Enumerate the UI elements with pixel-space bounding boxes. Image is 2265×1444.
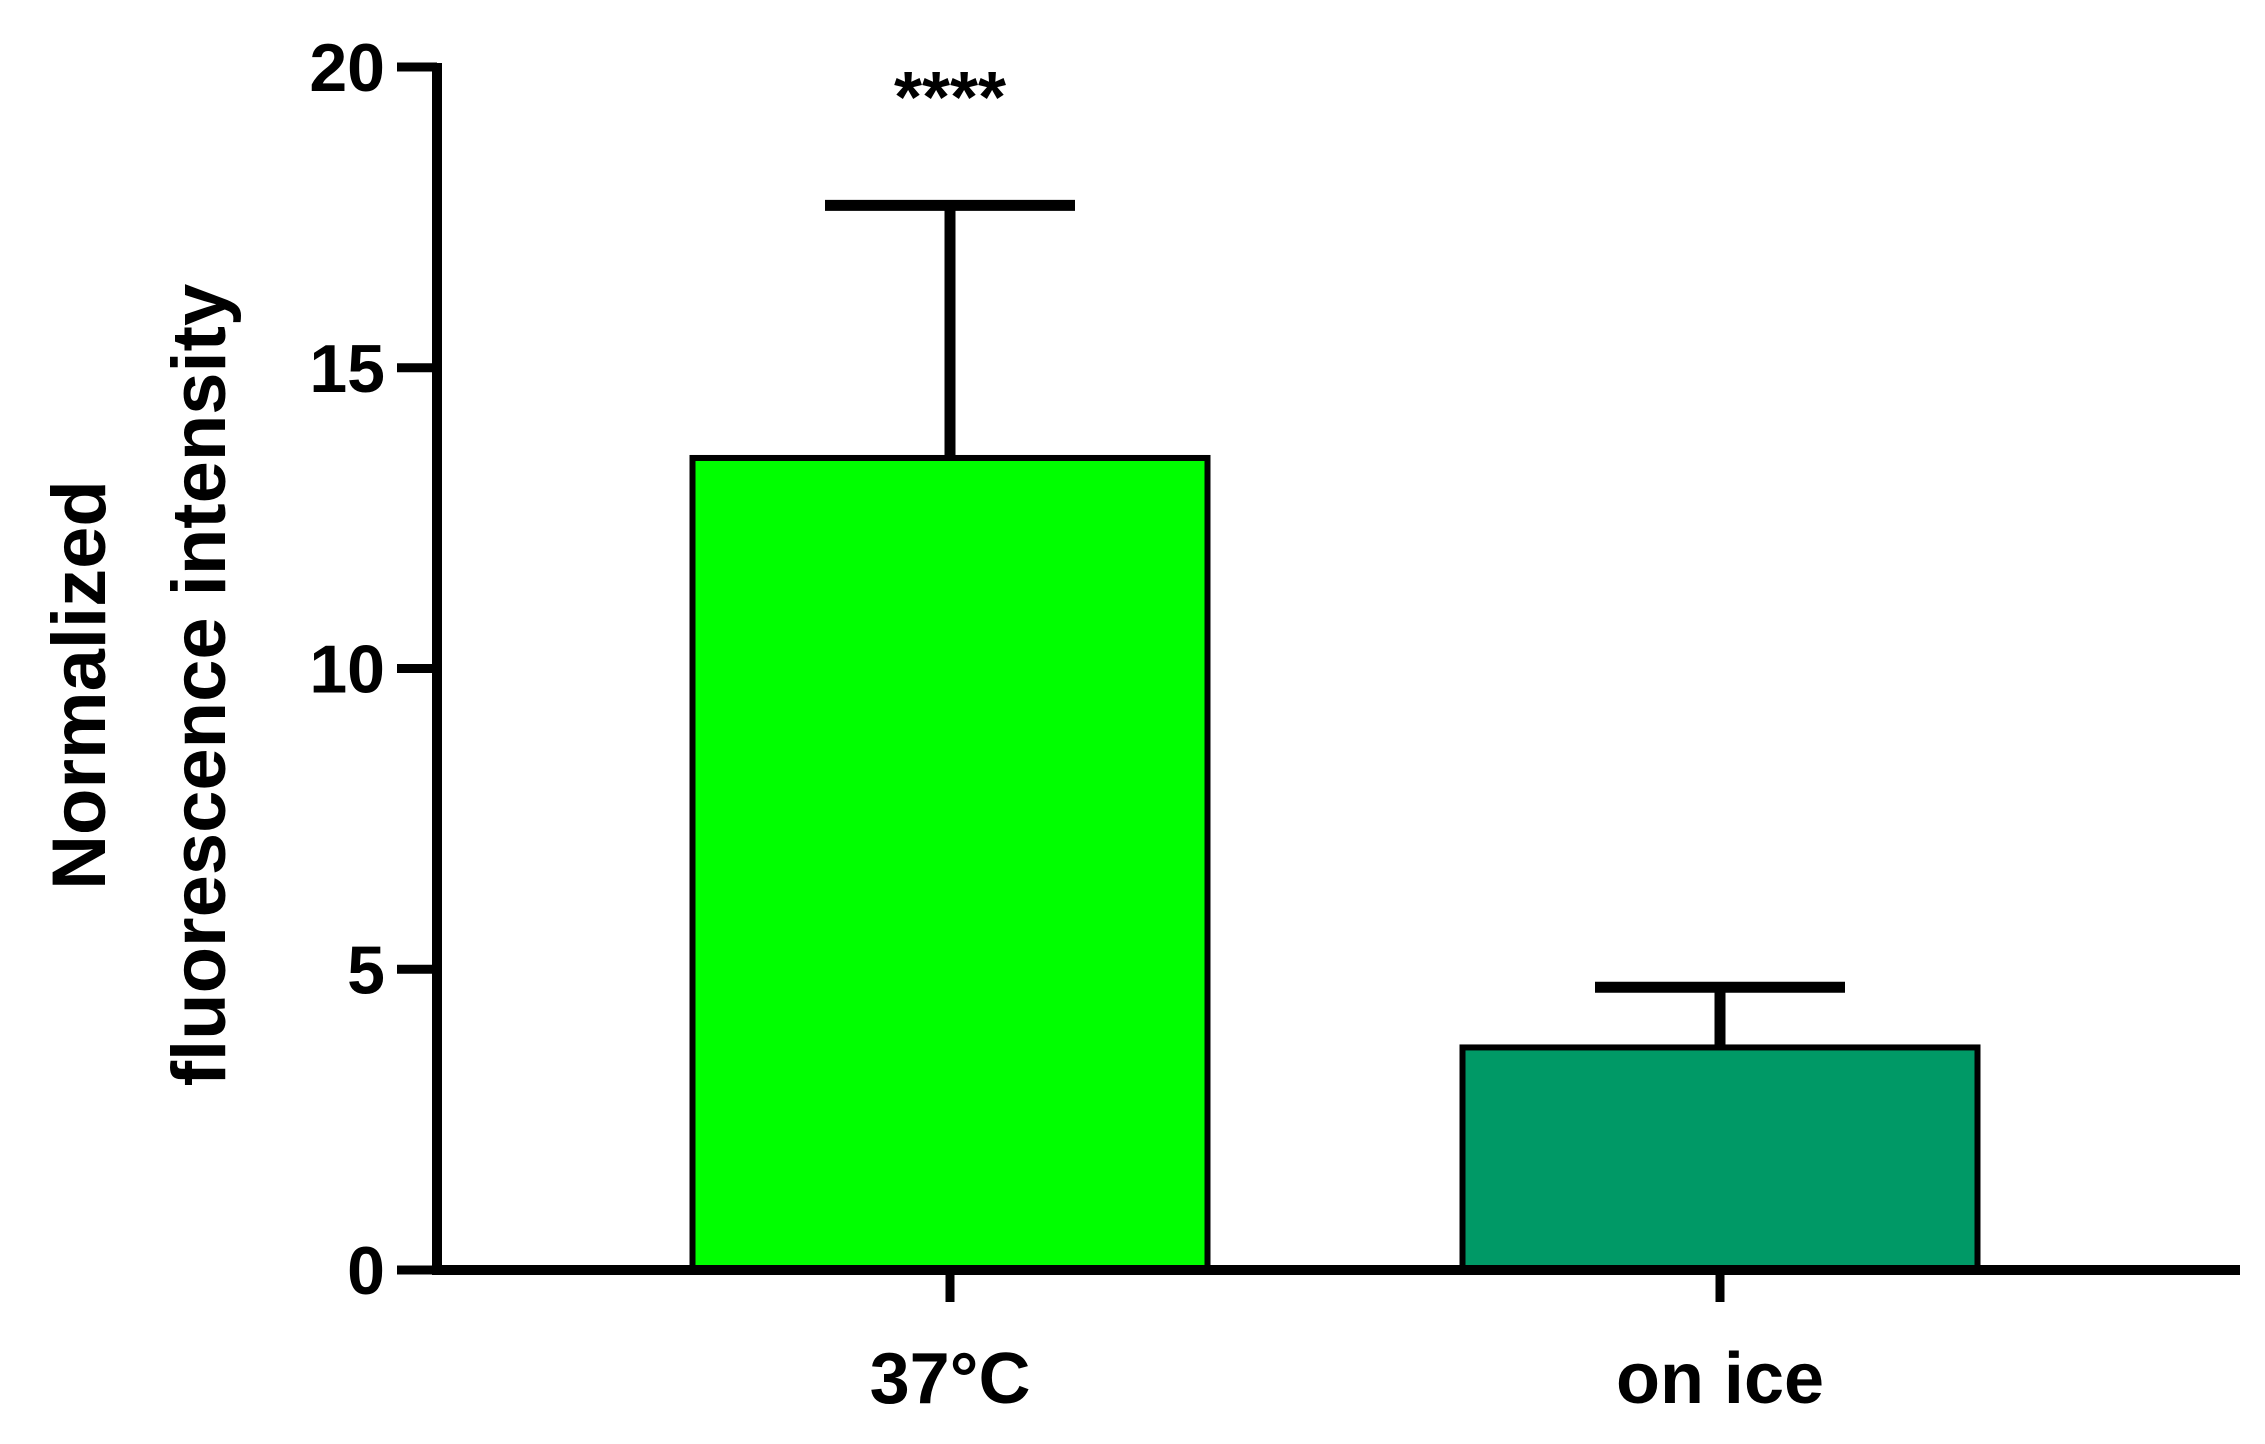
error-bars-layer — [825, 199, 1845, 1048]
significance-annotation-1: **** — [894, 58, 1006, 138]
labels-layer: 37°C on ice **** 0 5 10 15 20 — [309, 30, 1824, 1419]
y-axis-label: Normalized fluorescence intensity — [37, 284, 242, 1087]
y-tick-label-2: 5 — [347, 932, 385, 1008]
bars-layer — [689, 454, 1981, 1274]
axes-layer — [397, 62, 2240, 1302]
x-tick-label-2: on ice — [1616, 1339, 1824, 1419]
y-tick-label-3: 10 — [309, 632, 385, 708]
y-tick-label-1: 0 — [347, 1233, 385, 1309]
x-tick-label-1: 37°C — [870, 1339, 1031, 1419]
y-tick-label-4: 15 — [309, 331, 385, 407]
y-tick-label-5: 20 — [309, 30, 385, 106]
bar-2 — [1459, 1044, 1981, 1273]
bar-1 — [689, 454, 1211, 1274]
y-axis-label-line-1: Normalized — [37, 480, 122, 890]
y-axis-label-line-2: fluorescence intensity — [157, 284, 242, 1087]
